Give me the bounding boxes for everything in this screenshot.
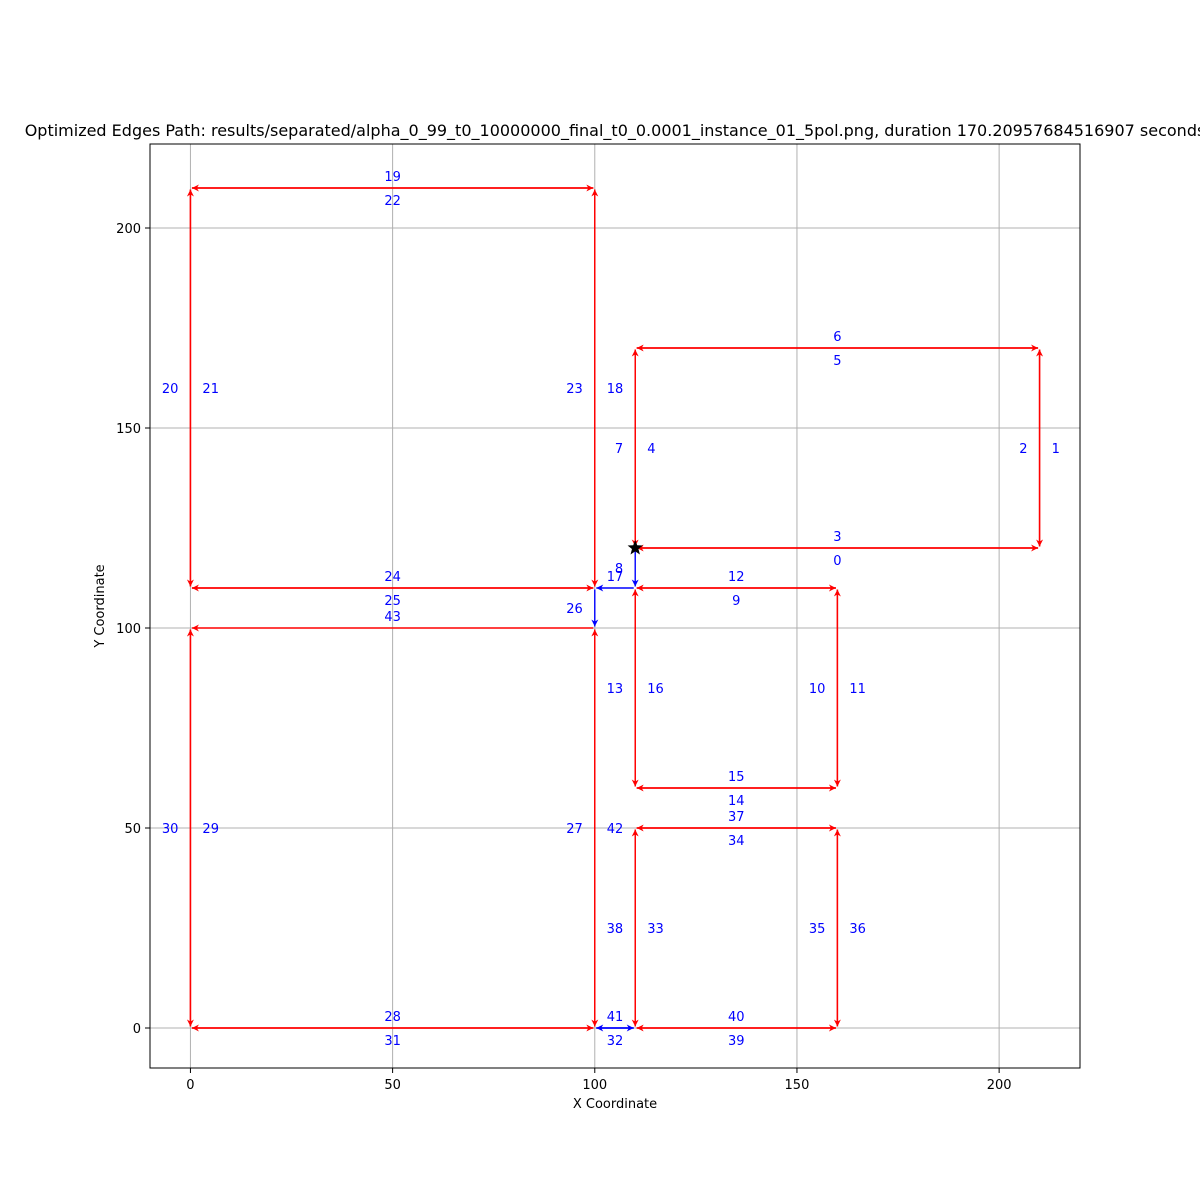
edge-label-14: 14 [728, 794, 745, 809]
edge-label-27: 27 [566, 822, 583, 837]
edge-label-40: 40 [728, 1010, 745, 1025]
y-tick-label: 150 [116, 422, 141, 437]
edge-label-37: 37 [728, 810, 745, 825]
edge-label-23: 23 [566, 382, 583, 397]
edge-label-24: 24 [384, 570, 401, 585]
edge-label-9: 9 [732, 594, 740, 609]
edge-label-6: 6 [833, 330, 841, 345]
x-axis-label: X Coordinate [573, 1097, 657, 1112]
edge-label-5: 5 [833, 354, 841, 369]
edge-label-10: 10 [809, 682, 826, 697]
edge-label-35: 35 [809, 922, 826, 937]
start-marker-layer [627, 540, 643, 555]
edge-label-41: 41 [607, 1010, 624, 1025]
y-axis-label: Y Coordinate [93, 564, 108, 648]
edge-label-2: 2 [1019, 442, 1027, 457]
edge-label-11: 11 [849, 682, 866, 697]
y-axis: 0 50 100 150 200 [116, 222, 150, 1037]
edge-label-4: 4 [647, 442, 655, 457]
x-tick-label: 200 [987, 1078, 1012, 1093]
y-tick-label: 50 [124, 822, 141, 837]
edge-label-22: 22 [384, 194, 401, 209]
edges-layer [186, 184, 1044, 1032]
edge-label-34: 34 [728, 834, 745, 849]
edge-label-28: 28 [384, 1010, 401, 1025]
start-star-marker [627, 540, 643, 555]
edge-label-42: 42 [607, 822, 624, 837]
edge-label-12: 12 [728, 570, 745, 585]
edge-label-3: 3 [833, 530, 841, 545]
edge-label-16: 16 [647, 682, 664, 697]
x-axis: 0 50 100 150 200 [186, 1068, 1012, 1093]
edge-label-8: 8 [615, 562, 623, 577]
edge-label-15: 15 [728, 770, 745, 785]
x-tick-label: 100 [582, 1078, 607, 1093]
edge-label-33: 33 [647, 922, 664, 937]
edge-label-7: 7 [615, 442, 623, 457]
edge-label-32: 32 [607, 1034, 624, 1049]
y-tick-label: 100 [116, 622, 141, 637]
edge-label-36: 36 [849, 922, 866, 937]
edge-label-30: 30 [162, 822, 179, 837]
edge-label-18: 18 [607, 382, 624, 397]
edge-label-17: 17 [607, 570, 624, 585]
edge-label-21: 21 [202, 382, 219, 397]
y-tick-label: 0 [133, 1022, 141, 1037]
x-tick-label: 0 [186, 1078, 194, 1093]
chart-title: Optimized Edges Path: results/separated/… [25, 121, 1200, 141]
edge-label-19: 19 [384, 170, 401, 185]
edge-label-38: 38 [607, 922, 624, 937]
x-tick-label: 50 [384, 1078, 401, 1093]
y-tick-label: 200 [116, 222, 141, 237]
edge-label-31: 31 [384, 1034, 401, 1049]
edge-label-25: 25 [384, 594, 401, 609]
edge-label-1: 1 [1052, 442, 1060, 457]
edge-label-20: 20 [162, 382, 179, 397]
edge-label-39: 39 [728, 1034, 745, 1049]
edge-label-13: 13 [607, 682, 624, 697]
edge-label-0: 0 [833, 554, 841, 569]
plot-frame [149, 143, 1081, 1069]
edge-label-43: 43 [384, 610, 401, 625]
edge-label-29: 29 [202, 822, 219, 837]
x-tick-label: 150 [785, 1078, 810, 1093]
edge-label-26: 26 [566, 602, 583, 617]
